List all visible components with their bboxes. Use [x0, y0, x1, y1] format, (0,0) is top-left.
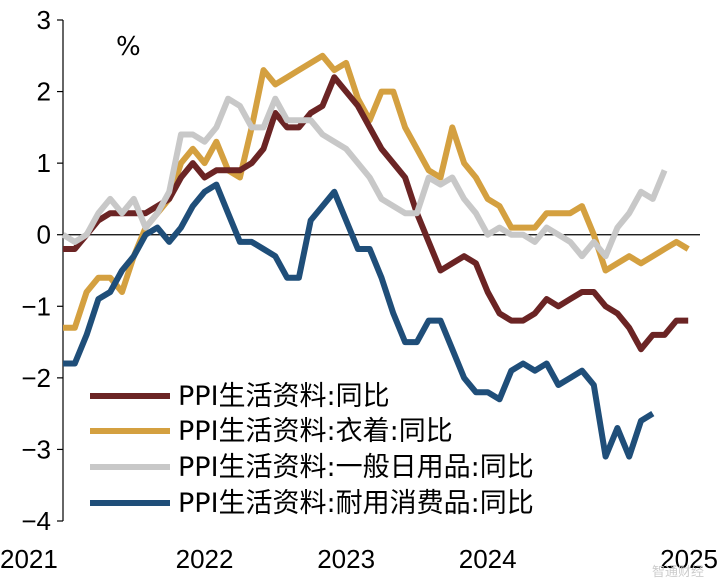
x-tick-label: 2025 [660, 544, 718, 574]
x-axis-ticks: 2021 2022 2023 2024 2025 [0, 544, 718, 574]
series-line-3 [61, 95, 668, 260]
y-tick-label: 2 [37, 77, 51, 107]
legend-label: PPI生活资料:同比 [178, 381, 390, 412]
y-tick-label: 1 [37, 148, 51, 178]
x-tick-label: 2024 [459, 544, 517, 574]
legend-label: PPI生活资料:衣着:同比 [178, 416, 453, 447]
y-tick-label: −4 [21, 506, 51, 536]
x-tick-label: 2022 [176, 544, 234, 574]
y-tick-label: 0 [37, 220, 51, 250]
legend-label: PPI生活资料:耐用消费品:同比 [178, 488, 534, 519]
watermark: 智通财经 [652, 565, 704, 580]
y-tick-label: −2 [21, 363, 51, 393]
x-tick-label: 2021 [0, 544, 58, 574]
y-tick-label: −1 [21, 291, 51, 321]
series-line-4 [63, 181, 655, 460]
series-layer [61, 52, 690, 460]
x-tick-label: 2023 [317, 544, 375, 574]
y-axis-ticks: 3 2 1 0 −1 −2 −3 −4 [21, 5, 63, 536]
unit-label: % [116, 32, 141, 62]
legend: PPI生活资料:同比 PPI生活资料:衣着:同比 PPI生活资料:一般日用品:同比 P… [90, 381, 534, 519]
y-tick-label: 3 [37, 5, 51, 35]
y-tick-label: −3 [21, 434, 51, 464]
legend-label: PPI生活资料:一般日用品:同比 [178, 452, 534, 483]
